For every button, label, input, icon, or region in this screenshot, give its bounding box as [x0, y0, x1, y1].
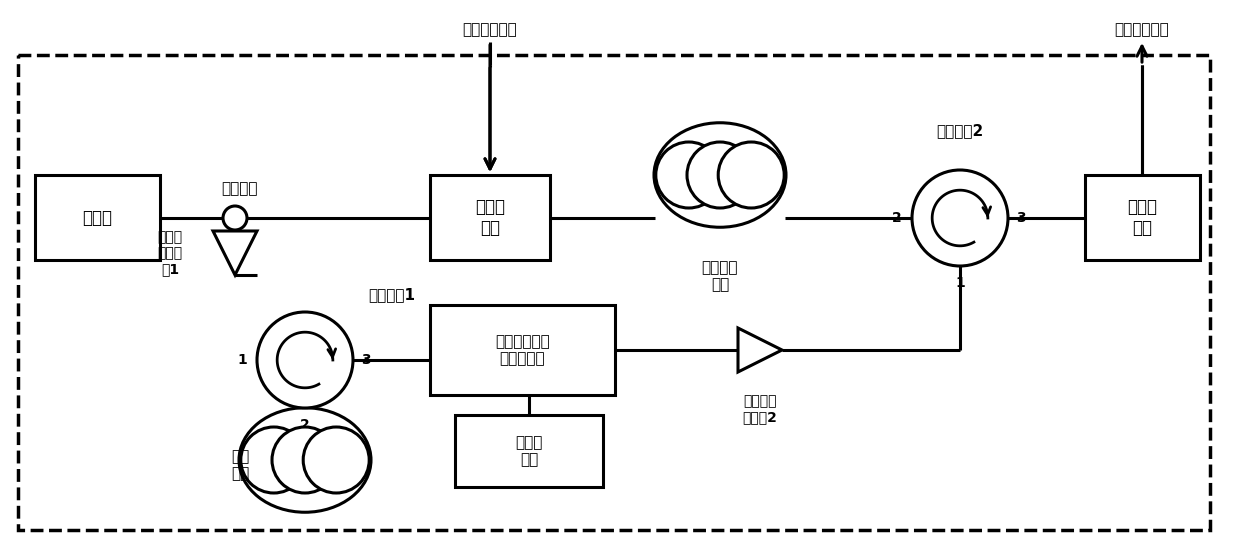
Circle shape: [257, 312, 353, 408]
Circle shape: [223, 206, 247, 230]
Polygon shape: [738, 328, 782, 372]
Text: 1: 1: [955, 276, 965, 290]
Text: 双平行马赫曾
德尔调制器: 双平行马赫曾 德尔调制器: [495, 334, 549, 366]
Text: 可调微
波源: 可调微 波源: [516, 435, 543, 467]
Circle shape: [272, 427, 339, 493]
Text: 3: 3: [361, 353, 371, 367]
Bar: [1085, 175, 1200, 260]
Circle shape: [911, 170, 1008, 266]
Text: 2: 2: [300, 418, 310, 432]
Circle shape: [241, 427, 306, 493]
Text: 相位调
制器: 相位调 制器: [475, 198, 505, 237]
Text: 光电探
测器: 光电探 测器: [1127, 198, 1157, 237]
Text: 激光器: 激光器: [83, 209, 113, 226]
Bar: [430, 305, 615, 395]
Circle shape: [304, 427, 370, 493]
Bar: [455, 415, 603, 487]
Text: 光耦合器: 光耦合器: [222, 181, 258, 196]
Bar: [35, 175, 160, 260]
Circle shape: [718, 142, 784, 208]
Bar: [19, 55, 1210, 530]
Bar: [430, 175, 551, 260]
Text: 1: 1: [237, 353, 247, 367]
Text: 单模
光纤: 单模 光纤: [231, 449, 249, 481]
Text: 高非线性
光纤: 高非线性 光纤: [702, 260, 738, 293]
Ellipse shape: [239, 408, 371, 512]
Text: 2: 2: [893, 211, 901, 225]
Text: 射频信号输出: 射频信号输出: [1115, 22, 1169, 37]
Text: 光环行器1: 光环行器1: [368, 287, 415, 302]
Circle shape: [687, 142, 753, 208]
Circle shape: [656, 142, 722, 208]
Text: 光环行器2: 光环行器2: [936, 123, 983, 138]
Text: 掺铒光
纤放大
器1: 掺铒光 纤放大 器1: [157, 230, 182, 276]
Text: 掺铒光纤
放大器2: 掺铒光纤 放大器2: [743, 394, 777, 424]
Text: 3: 3: [1016, 211, 1025, 225]
Polygon shape: [213, 231, 257, 275]
Ellipse shape: [653, 123, 786, 227]
Text: 射频信号输入: 射频信号输入: [463, 22, 517, 37]
